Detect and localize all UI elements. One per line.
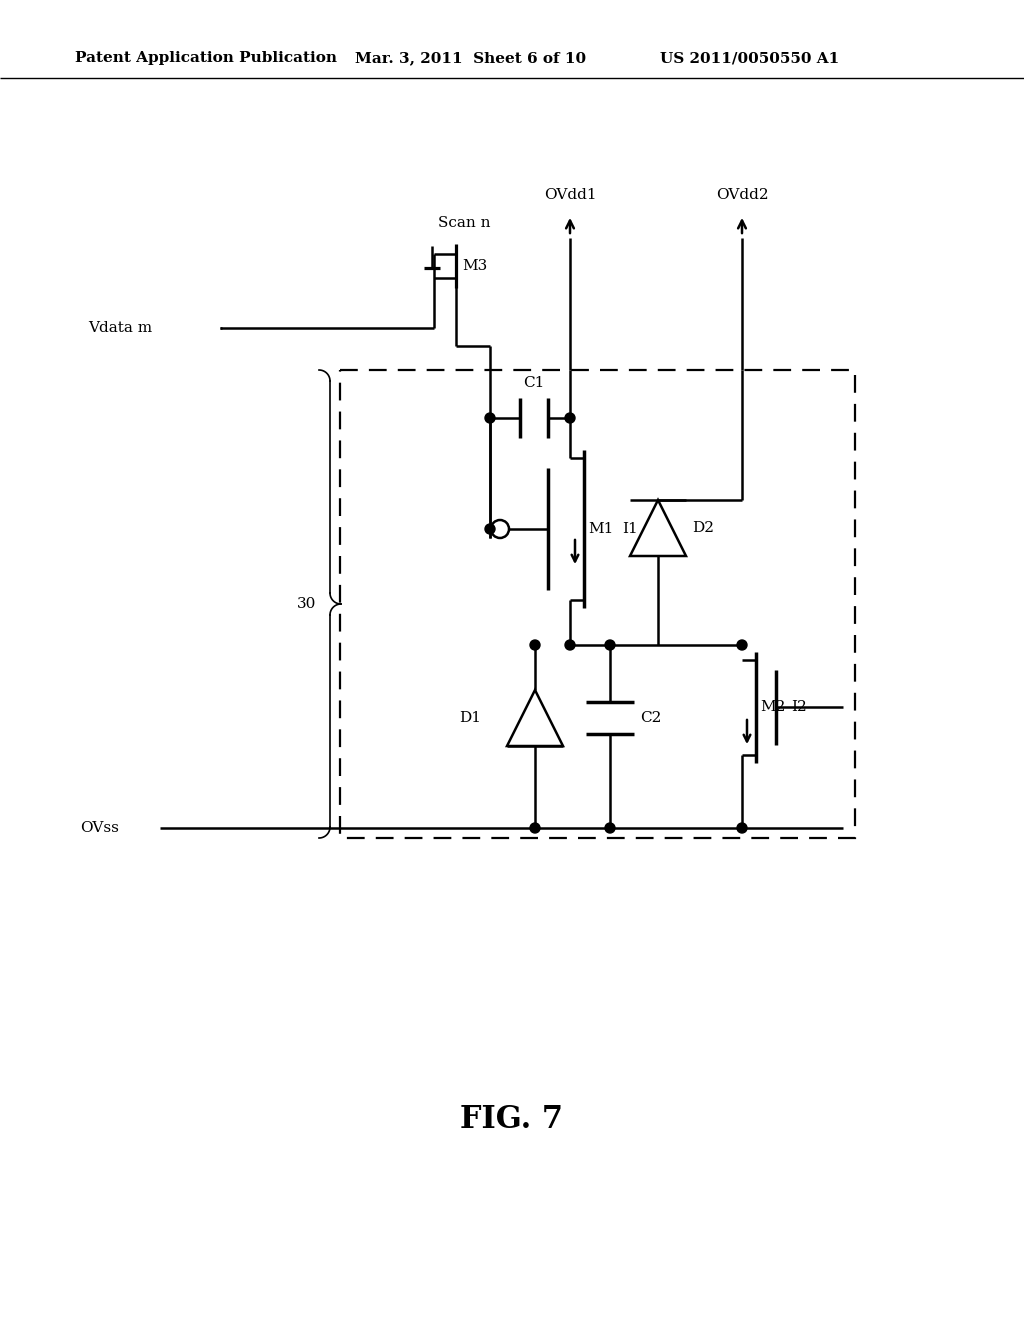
Text: C2: C2: [640, 711, 662, 725]
Text: M2: M2: [760, 700, 785, 714]
Text: M1: M1: [588, 521, 613, 536]
Text: Vdata m: Vdata m: [88, 321, 153, 335]
Text: FIG. 7: FIG. 7: [461, 1105, 563, 1135]
Circle shape: [565, 640, 575, 649]
Circle shape: [530, 640, 540, 649]
Text: Scan n: Scan n: [438, 216, 490, 230]
Text: C1: C1: [523, 376, 545, 389]
Text: Mar. 3, 2011  Sheet 6 of 10: Mar. 3, 2011 Sheet 6 of 10: [355, 51, 586, 65]
Circle shape: [485, 413, 495, 422]
Polygon shape: [507, 690, 563, 746]
Text: D1: D1: [459, 711, 481, 725]
Text: Patent Application Publication: Patent Application Publication: [75, 51, 337, 65]
Circle shape: [485, 524, 495, 535]
Circle shape: [737, 822, 746, 833]
Circle shape: [530, 822, 540, 833]
Text: 30: 30: [297, 597, 316, 611]
Circle shape: [565, 413, 575, 422]
Text: I1: I1: [622, 521, 638, 536]
Text: D2: D2: [692, 521, 714, 535]
Text: US 2011/0050550 A1: US 2011/0050550 A1: [660, 51, 840, 65]
Text: OVdd2: OVdd2: [716, 187, 768, 202]
Text: I2: I2: [791, 700, 807, 714]
Text: OVdd1: OVdd1: [544, 187, 596, 202]
Circle shape: [490, 520, 509, 539]
Circle shape: [737, 640, 746, 649]
Bar: [340, 370, 855, 838]
Text: OVss: OVss: [80, 821, 119, 836]
Text: M3: M3: [462, 259, 487, 273]
Circle shape: [605, 822, 615, 833]
Polygon shape: [630, 500, 686, 556]
Circle shape: [605, 640, 615, 649]
